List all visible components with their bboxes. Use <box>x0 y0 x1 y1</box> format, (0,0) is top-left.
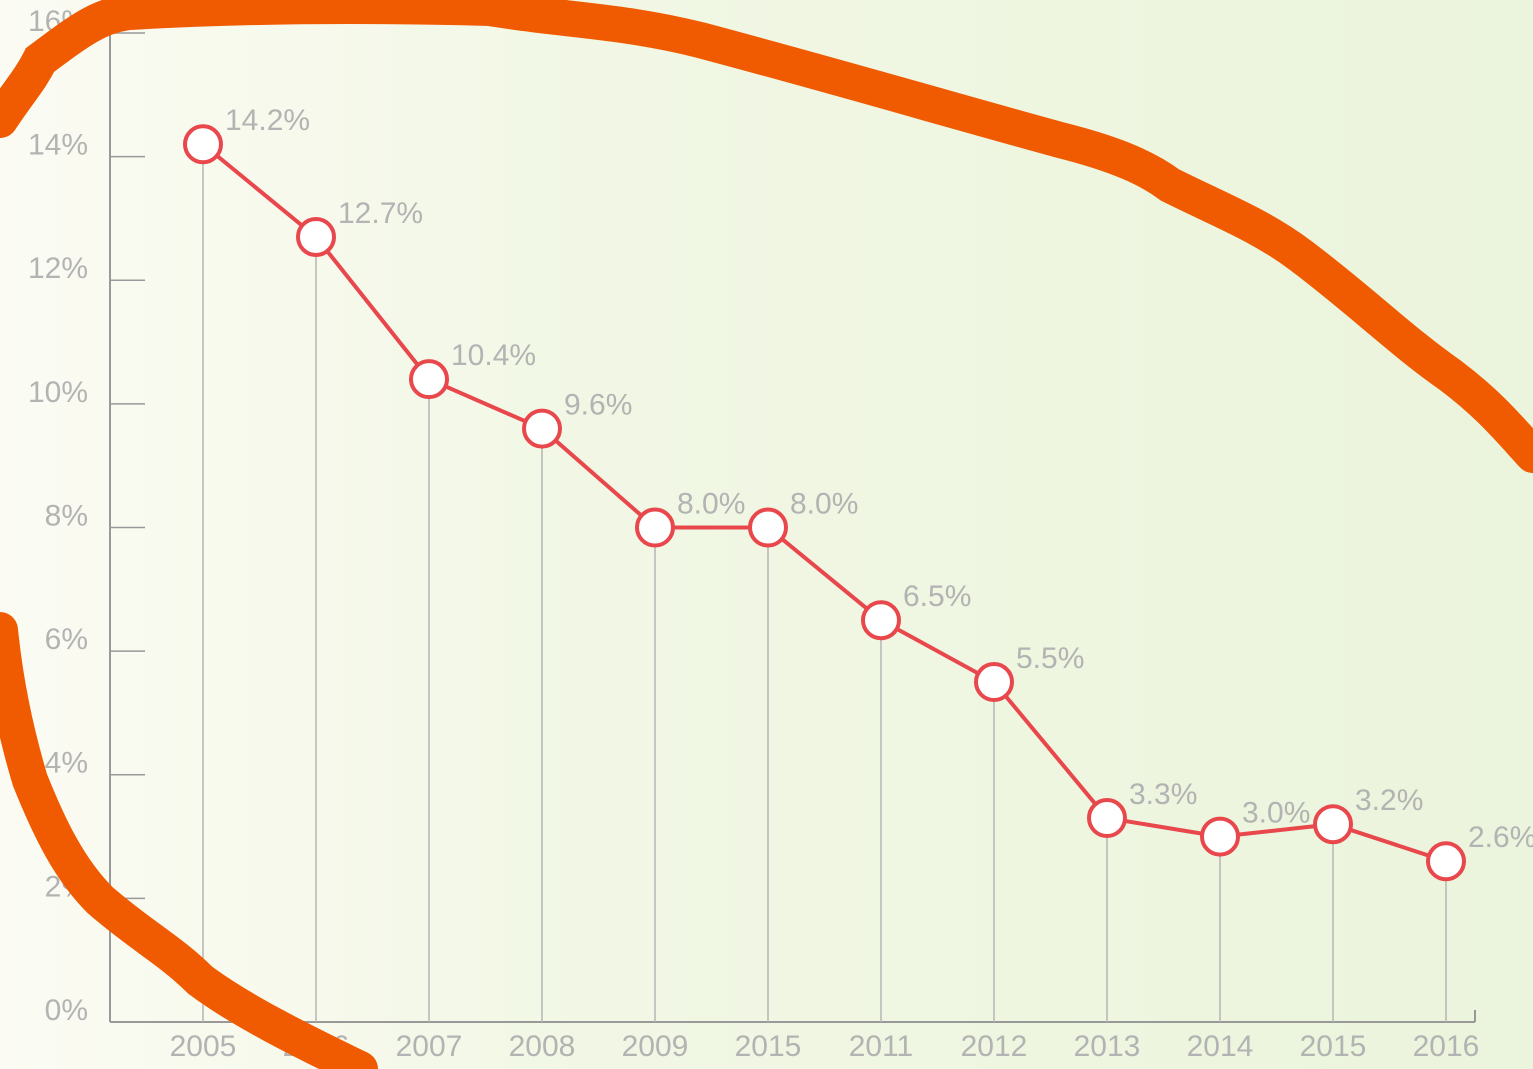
data-label: 2.6% <box>1468 821 1533 854</box>
data-label: 3.0% <box>1242 796 1310 829</box>
y-tick-label: 12% <box>28 252 88 285</box>
y-tick-label: 10% <box>28 376 88 409</box>
point <box>409 359 449 400</box>
point <box>183 124 223 165</box>
x-tick-label: 2008 <box>509 1030 576 1063</box>
y-tick-label: 8% <box>45 499 88 532</box>
data-label: 8.0% <box>677 487 745 520</box>
point <box>748 507 788 548</box>
point <box>1087 798 1127 839</box>
x-tick-label: 2015 <box>735 1030 802 1063</box>
x-tick-label: 2014 <box>1187 1030 1254 1063</box>
x-tick-label: 2005 <box>170 1030 237 1063</box>
data-label: 3.3% <box>1129 778 1197 811</box>
y-tick-label: 6% <box>45 623 88 656</box>
annotation-stroke <box>0 612 378 1069</box>
x-tick-label: 2016 <box>1413 1030 1480 1063</box>
point <box>522 408 562 449</box>
point <box>1426 841 1466 882</box>
point <box>974 662 1014 703</box>
y-tick-label: 4% <box>45 747 88 780</box>
point <box>861 600 901 641</box>
data-label: 3.2% <box>1355 784 1423 817</box>
data-label: 10.4% <box>451 339 536 372</box>
data-label: 5.5% <box>1016 642 1084 675</box>
x-tick-label: 2013 <box>1074 1030 1141 1063</box>
point <box>1200 816 1240 857</box>
data-label: 14.2% <box>225 104 310 137</box>
x-tick-label: 2007 <box>396 1030 463 1063</box>
data-label: 9.6% <box>564 389 632 422</box>
x-tick-label: 2009 <box>622 1030 689 1063</box>
data-label: 12.7% <box>338 197 423 230</box>
point <box>1313 804 1353 845</box>
point <box>635 507 675 548</box>
point <box>296 216 336 257</box>
data-label: 8.0% <box>790 487 858 520</box>
data-label: 6.5% <box>903 580 971 613</box>
y-tick-label: 14% <box>28 129 88 162</box>
annotation-stroke <box>0 0 1533 473</box>
x-tick-label: 2011 <box>849 1030 914 1063</box>
x-tick-label: 2012 <box>961 1030 1028 1063</box>
x-tick-label: 2015 <box>1300 1030 1367 1063</box>
y-tick-label: 0% <box>45 994 88 1027</box>
